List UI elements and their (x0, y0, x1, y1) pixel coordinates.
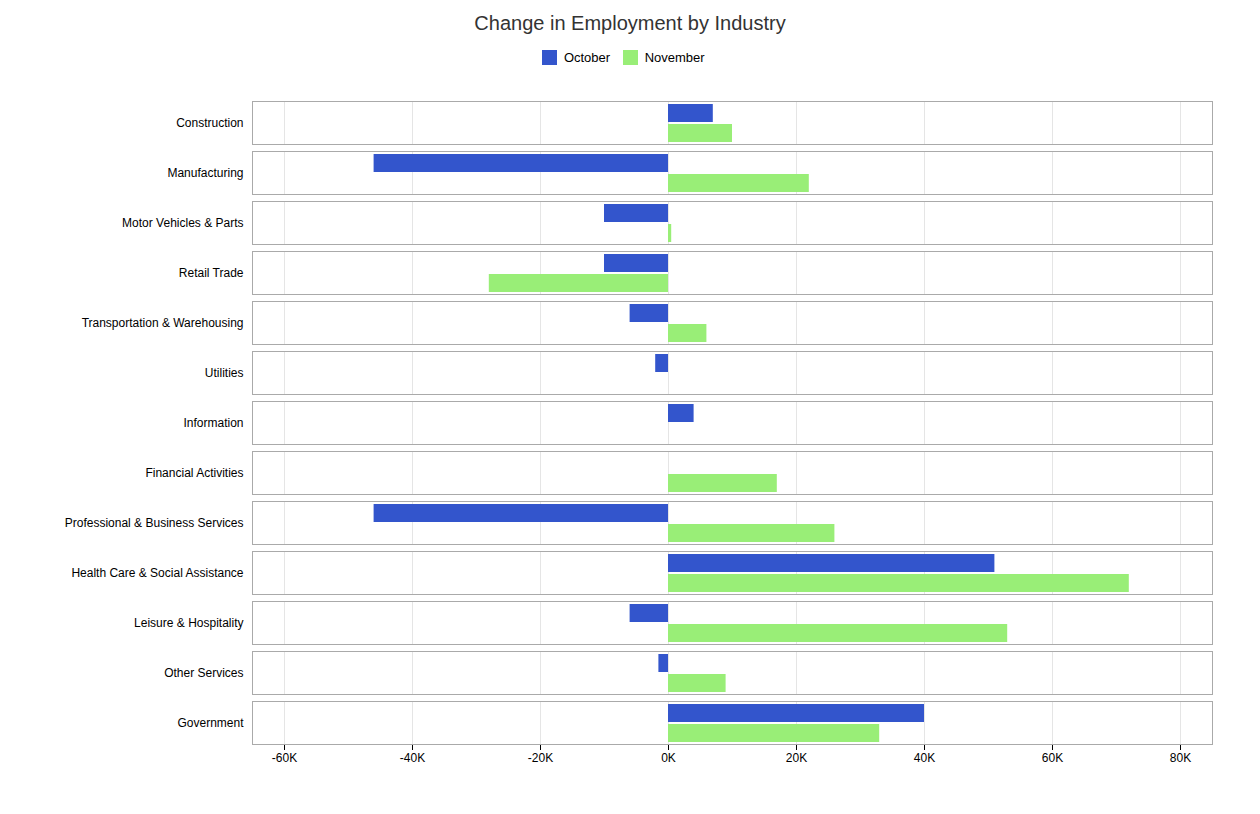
svg-text:60K: 60K (1042, 751, 1063, 765)
svg-text:Construction: Construction (176, 115, 243, 129)
svg-text:80K: 80K (1170, 751, 1191, 765)
svg-text:0K: 0K (661, 751, 676, 765)
svg-text:20K: 20K (786, 751, 807, 765)
html-text:Change in Employment by Indust: Change in Employment by Industry (474, 12, 786, 34)
svg-text:Leisure & Hospitality: Leisure & Hospitality (134, 615, 243, 629)
svg-text:Information: Information (183, 415, 243, 429)
svg-text:Health Care & Social Assistanc: Health Care & Social Assistance (71, 565, 243, 579)
svg-text:Manufacturing: Manufacturing (167, 165, 243, 179)
svg-text:Other Services: Other Services (164, 665, 243, 679)
svg-text:Financial Activities: Financial Activities (145, 465, 243, 479)
svg-text:Retail Trade: Retail Trade (179, 265, 244, 279)
svg-text:Utilities: Utilities (205, 365, 244, 379)
svg-text:Motor Vehicles & Parts: Motor Vehicles & Parts (122, 215, 243, 229)
svg-text:40K: 40K (914, 751, 935, 765)
svg-text:Transportation & Warehousing: Transportation & Warehousing (82, 315, 244, 329)
svg-text:Government: Government (177, 715, 244, 729)
svg-text:Professional & Business Servic: Professional & Business Services (65, 515, 244, 529)
svg-text:-20K: -20K (528, 751, 553, 765)
html-text:November: November (644, 50, 705, 65)
html-text:October: October (563, 50, 611, 65)
svg-text:-40K: -40K (400, 751, 425, 765)
svg-text:-60K: -60K (272, 751, 297, 765)
